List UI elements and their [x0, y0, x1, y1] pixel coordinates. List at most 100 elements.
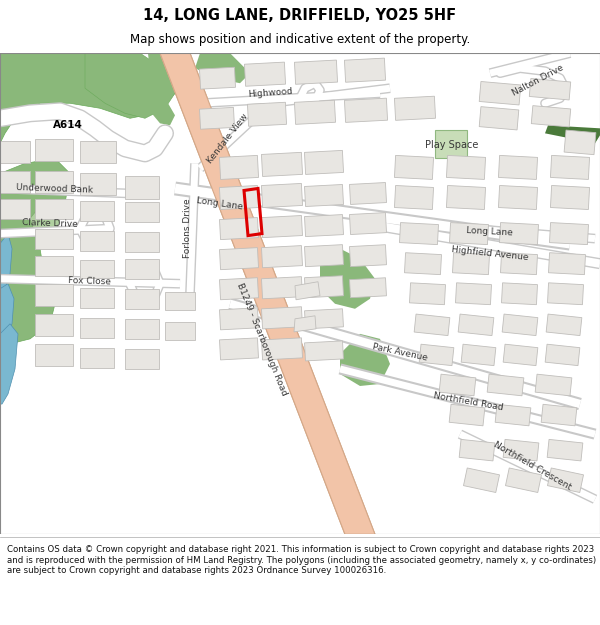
Polygon shape: [535, 374, 572, 396]
Polygon shape: [125, 349, 159, 369]
Polygon shape: [305, 184, 343, 206]
Polygon shape: [340, 334, 390, 386]
Polygon shape: [344, 58, 386, 82]
Polygon shape: [350, 245, 386, 267]
Polygon shape: [305, 341, 343, 361]
Text: Clarke Drive: Clarke Drive: [22, 218, 78, 229]
Polygon shape: [545, 344, 580, 366]
Text: Underwood Bank: Underwood Bank: [16, 182, 94, 194]
Text: B1249 - Scarborough Road: B1249 - Scarborough Road: [235, 281, 289, 397]
Polygon shape: [80, 201, 114, 221]
Polygon shape: [305, 276, 343, 298]
Polygon shape: [414, 314, 450, 336]
Polygon shape: [220, 156, 259, 179]
Polygon shape: [262, 216, 302, 238]
Polygon shape: [545, 125, 600, 143]
Polygon shape: [80, 231, 114, 251]
Polygon shape: [502, 314, 538, 336]
Text: Highwood: Highwood: [247, 87, 293, 99]
Polygon shape: [546, 314, 582, 336]
Polygon shape: [220, 248, 259, 269]
Polygon shape: [148, 53, 200, 88]
Polygon shape: [404, 253, 442, 274]
Text: Forlons Drive: Forlons Drive: [182, 199, 191, 258]
Polygon shape: [449, 404, 485, 426]
Polygon shape: [0, 141, 30, 163]
Polygon shape: [435, 131, 467, 158]
Polygon shape: [547, 468, 584, 492]
Polygon shape: [503, 344, 538, 366]
Polygon shape: [200, 68, 235, 89]
Polygon shape: [125, 176, 159, 199]
Polygon shape: [547, 439, 583, 461]
Polygon shape: [30, 209, 60, 238]
Polygon shape: [220, 186, 259, 209]
Polygon shape: [294, 316, 316, 332]
Polygon shape: [0, 324, 18, 404]
Polygon shape: [304, 151, 344, 174]
Polygon shape: [220, 308, 259, 330]
Polygon shape: [350, 213, 386, 234]
Polygon shape: [0, 199, 30, 219]
Polygon shape: [0, 284, 14, 339]
Polygon shape: [262, 277, 302, 299]
Polygon shape: [220, 217, 259, 239]
Text: 14, LONG LANE, DRIFFIELD, YO25 5HF: 14, LONG LANE, DRIFFIELD, YO25 5HF: [143, 8, 457, 23]
Polygon shape: [35, 344, 73, 366]
Polygon shape: [455, 283, 491, 304]
Polygon shape: [165, 322, 195, 340]
Text: A614: A614: [53, 120, 83, 130]
Polygon shape: [499, 186, 538, 209]
Polygon shape: [125, 319, 159, 339]
Polygon shape: [419, 344, 454, 366]
Polygon shape: [350, 278, 386, 298]
Polygon shape: [262, 152, 302, 176]
Polygon shape: [262, 307, 302, 329]
Polygon shape: [529, 79, 571, 100]
Polygon shape: [400, 222, 439, 244]
Polygon shape: [439, 374, 476, 396]
Polygon shape: [0, 53, 175, 143]
Polygon shape: [461, 344, 496, 366]
Polygon shape: [344, 98, 388, 122]
Text: Play Space: Play Space: [425, 141, 479, 151]
Polygon shape: [487, 374, 524, 396]
Polygon shape: [80, 141, 116, 163]
Text: Kendale View: Kendale View: [206, 112, 250, 165]
Polygon shape: [550, 186, 590, 209]
Polygon shape: [0, 171, 30, 194]
Text: Park Avenue: Park Avenue: [371, 342, 428, 362]
Text: Fox Close: Fox Close: [68, 276, 112, 287]
Text: Long Lane: Long Lane: [466, 226, 514, 238]
Polygon shape: [125, 259, 159, 279]
Polygon shape: [35, 199, 73, 219]
Polygon shape: [35, 256, 73, 276]
Text: Nalton Drive: Nalton Drive: [511, 63, 565, 98]
Polygon shape: [220, 338, 259, 360]
Polygon shape: [394, 96, 436, 121]
Polygon shape: [295, 282, 320, 300]
Polygon shape: [320, 249, 375, 309]
Polygon shape: [479, 107, 519, 130]
Polygon shape: [0, 234, 12, 294]
Polygon shape: [394, 186, 434, 209]
Polygon shape: [80, 288, 114, 308]
Polygon shape: [247, 102, 287, 126]
Polygon shape: [80, 348, 114, 368]
Polygon shape: [35, 139, 73, 161]
Polygon shape: [85, 53, 175, 118]
Polygon shape: [458, 314, 494, 336]
Polygon shape: [80, 259, 114, 278]
Text: Highfield Avenue: Highfield Avenue: [451, 245, 529, 262]
Polygon shape: [165, 292, 195, 310]
Polygon shape: [531, 106, 571, 127]
Polygon shape: [394, 156, 434, 179]
Polygon shape: [160, 53, 375, 534]
Polygon shape: [479, 81, 521, 105]
Polygon shape: [125, 289, 159, 309]
Polygon shape: [125, 232, 159, 252]
Polygon shape: [446, 156, 485, 179]
Polygon shape: [463, 468, 500, 492]
Polygon shape: [350, 182, 386, 204]
Polygon shape: [262, 246, 302, 268]
